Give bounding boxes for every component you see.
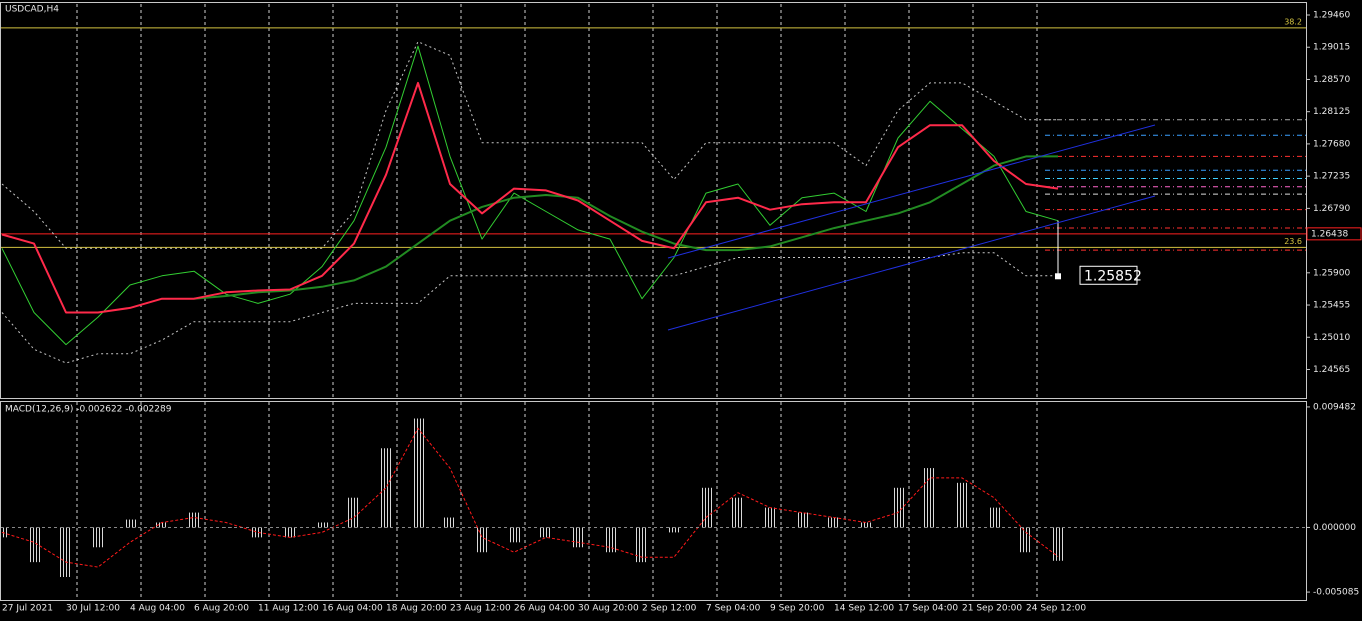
price-box-label: 1.26438 bbox=[1311, 229, 1348, 239]
histogram-bar bbox=[764, 507, 776, 528]
histogram-bar bbox=[988, 507, 1000, 528]
x-tick-label: 17 Sep 04:00 bbox=[898, 604, 958, 614]
histogram-bar bbox=[700, 487, 712, 528]
histogram-bar bbox=[1052, 527, 1064, 561]
histogram-bar bbox=[284, 527, 296, 538]
y-tick-label: 1.25900 bbox=[1313, 268, 1350, 278]
y-tick-label: 1.24565 bbox=[1313, 365, 1350, 375]
macd-title: MACD(12,26,9) -0.002622 -0.002289 bbox=[5, 405, 172, 415]
histogram-bar bbox=[380, 448, 392, 528]
x-tick-label: 23 Aug 12:00 bbox=[450, 604, 511, 614]
histogram-bar bbox=[252, 527, 264, 538]
y-tick-label: 1.29460 bbox=[1313, 11, 1350, 21]
y-tick-label: 0.009482 bbox=[1313, 402, 1356, 412]
y-tick-label: 1.28570 bbox=[1313, 75, 1350, 85]
histogram-bar bbox=[572, 527, 584, 548]
channel-line bbox=[667, 124, 1156, 259]
x-tick-label: 27 Jul 2021 bbox=[2, 604, 53, 614]
histogram-bar bbox=[1020, 527, 1032, 553]
fib-label: 38.2 bbox=[1284, 17, 1302, 26]
signal-line bbox=[1, 427, 1059, 568]
y-tick-label: 1.29015 bbox=[1313, 43, 1350, 53]
y-tick-label: 0.000000 bbox=[1313, 523, 1356, 533]
y-tick-label: 1.25455 bbox=[1313, 301, 1350, 311]
histogram-bar bbox=[796, 512, 808, 528]
y-tick-label: 1.25010 bbox=[1313, 333, 1350, 343]
histogram-bar bbox=[924, 468, 936, 528]
main-frame bbox=[0, 2, 1307, 399]
histogram-bar bbox=[316, 522, 328, 528]
x-tick-label: 30 Aug 20:00 bbox=[578, 604, 639, 614]
fib-label: 23.6 bbox=[1284, 237, 1302, 246]
x-tick-label: 2 Sep 12:00 bbox=[642, 604, 697, 614]
last-price-label: 1.25852 bbox=[1084, 268, 1142, 284]
macd-frame bbox=[0, 401, 1307, 601]
histogram-bar bbox=[636, 527, 648, 563]
plot-layer: 38.2 23.6 1.25852 bbox=[0, 4, 1306, 599]
x-tick-label: 9 Sep 20:00 bbox=[770, 604, 825, 614]
histogram-bar bbox=[860, 522, 872, 528]
price-box bbox=[1306, 227, 1362, 241]
last-price-dot bbox=[1055, 273, 1061, 280]
histogram-bar bbox=[220, 527, 232, 528]
channel-line bbox=[667, 195, 1156, 331]
histogram-bar bbox=[540, 527, 552, 538]
histogram-bar bbox=[348, 497, 360, 528]
x-tick-label: 18 Aug 20:00 bbox=[386, 604, 447, 614]
y-tick-label: 1.26790 bbox=[1313, 204, 1350, 214]
series-line bbox=[193, 155, 1058, 300]
x-tick-label: 6 Aug 20:00 bbox=[194, 604, 249, 614]
histogram-bar bbox=[156, 522, 168, 528]
histogram-bar bbox=[732, 497, 744, 528]
chart-title: USDCAD,H4 bbox=[5, 5, 59, 15]
histogram-bar bbox=[892, 487, 904, 528]
y-tick-label: 1.27235 bbox=[1313, 172, 1350, 182]
x-tick-label: 11 Aug 12:00 bbox=[258, 604, 319, 614]
x-tick-label: 21 Sep 20:00 bbox=[962, 604, 1022, 614]
histogram-bar bbox=[92, 527, 104, 548]
series-line bbox=[1, 81, 1059, 314]
histogram-bar bbox=[412, 418, 424, 528]
histogram-bar bbox=[508, 527, 520, 543]
series-line bbox=[1, 41, 1058, 249]
x-tick-label: 4 Aug 04:00 bbox=[130, 604, 185, 614]
x-tick-label: 16 Aug 04:00 bbox=[322, 604, 383, 614]
histogram-bar bbox=[60, 527, 72, 578]
x-tick-label: 26 Aug 04:00 bbox=[514, 604, 575, 614]
y-tick-label: 1.27680 bbox=[1313, 139, 1350, 149]
y-tick-label: -0.005085 bbox=[1313, 588, 1359, 598]
y-tick-label: 1.28125 bbox=[1313, 107, 1350, 117]
histogram-bar bbox=[828, 517, 840, 528]
last-price-box bbox=[1079, 265, 1138, 285]
histogram-bar bbox=[668, 527, 680, 533]
histogram-bar bbox=[444, 517, 456, 528]
histogram-bar bbox=[124, 519, 136, 528]
histogram-bar bbox=[956, 482, 968, 528]
histogram-bar bbox=[28, 527, 40, 563]
x-tick-label: 24 Sep 12:00 bbox=[1026, 604, 1086, 614]
x-tick-label: 7 Sep 04:00 bbox=[706, 604, 761, 614]
x-tick-label: 30 Jul 12:00 bbox=[66, 604, 120, 614]
histogram-bar bbox=[604, 527, 616, 553]
x-tick-label: 14 Sep 12:00 bbox=[834, 604, 894, 614]
histogram-bar bbox=[188, 512, 200, 528]
histogram-bar bbox=[0, 527, 8, 538]
histogram-bar bbox=[476, 527, 488, 553]
